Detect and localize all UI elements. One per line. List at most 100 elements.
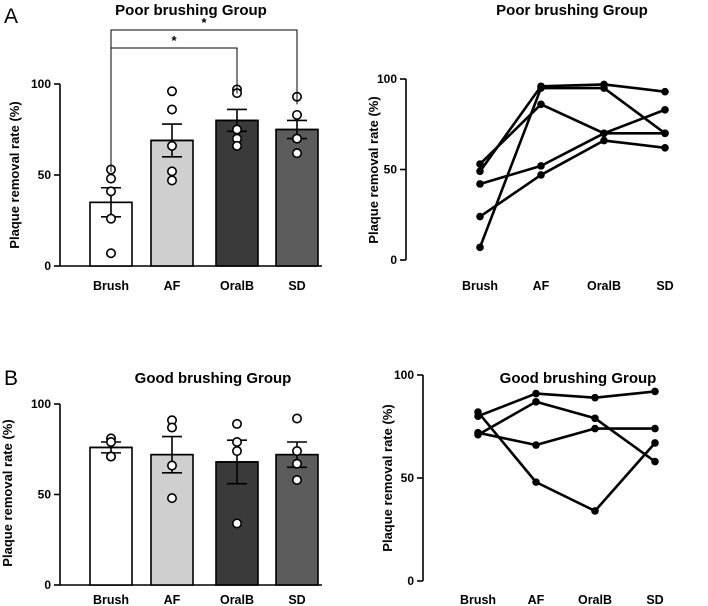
x-tick-label: SD <box>288 279 305 293</box>
y-axis-label: Plaque removal rate (%) <box>380 404 395 551</box>
series-point <box>537 101 545 109</box>
x-tick-label: Brush <box>93 279 129 293</box>
series-point <box>661 144 669 152</box>
series-point <box>600 130 608 138</box>
x-tick-label: OralB <box>220 593 254 606</box>
data-point <box>168 461 176 469</box>
data-point <box>233 420 241 428</box>
y-tick-label: 100 <box>394 368 414 382</box>
significance-bracket <box>111 30 297 172</box>
x-tick-label: OralB <box>587 279 621 293</box>
chart-title: Poor brushing Group <box>115 2 267 19</box>
data-point <box>168 105 176 113</box>
data-point <box>107 214 115 222</box>
series-point <box>661 106 669 114</box>
series-point <box>476 213 484 221</box>
chart-title: Poor brushing Group <box>496 2 648 19</box>
series-point <box>591 425 599 433</box>
bar <box>151 455 193 585</box>
data-point <box>233 142 241 150</box>
y-tick-label: 100 <box>31 77 51 91</box>
data-point <box>293 111 301 119</box>
series-line <box>478 412 655 511</box>
significance-star: * <box>171 33 177 48</box>
x-tick-label: SD <box>646 593 663 606</box>
series-point <box>600 84 608 92</box>
data-point <box>233 438 241 446</box>
series-line <box>478 391 655 416</box>
bar <box>90 447 132 585</box>
series-point <box>532 478 540 486</box>
data-point <box>233 447 241 455</box>
series-line <box>480 141 665 217</box>
series-line <box>480 88 665 247</box>
y-axis-label: Plaque removal rate (%) <box>366 96 381 243</box>
data-point <box>293 476 301 484</box>
x-tick-label: SD <box>288 593 305 606</box>
y-tick-label: 0 <box>390 253 397 267</box>
y-tick-label: 0 <box>44 259 51 273</box>
x-tick-label: AF <box>164 279 181 293</box>
data-point <box>293 460 301 468</box>
data-point <box>107 187 115 195</box>
x-tick-label: OralB <box>578 593 612 606</box>
series-point <box>600 137 608 145</box>
series-point <box>476 168 484 176</box>
y-tick-label: 50 <box>384 163 398 177</box>
chart-a-bar: Poor brushing Group Plaque removal rate (… <box>7 2 322 293</box>
bar <box>276 455 318 585</box>
bar <box>151 140 193 266</box>
series-point <box>537 171 545 179</box>
series-point <box>591 507 599 515</box>
data-point <box>293 447 301 455</box>
series-point <box>476 180 484 188</box>
series-point <box>537 84 545 92</box>
data-point <box>107 438 115 446</box>
y-tick-label: 50 <box>38 488 52 502</box>
series-point <box>661 130 669 138</box>
series-point <box>651 458 659 466</box>
data-point <box>293 149 301 157</box>
chart-b-line: Good brushing Group Plaque removal rate (… <box>380 368 664 606</box>
y-tick-label: 0 <box>407 574 414 588</box>
data-point <box>168 142 176 150</box>
series-point <box>474 412 482 420</box>
data-point <box>107 452 115 460</box>
data-point <box>293 414 301 422</box>
data-point <box>168 176 176 184</box>
panel-label-b: B <box>4 367 18 390</box>
series-point <box>591 414 599 422</box>
data-point <box>107 174 115 182</box>
data-point <box>168 423 176 431</box>
series-point <box>532 441 540 449</box>
x-tick-label: SD <box>656 279 673 293</box>
series-point <box>532 398 540 406</box>
series-point <box>651 388 659 396</box>
y-tick-label: 50 <box>38 168 52 182</box>
x-tick-label: AF <box>533 279 550 293</box>
data-point <box>233 519 241 527</box>
x-tick-label: AF <box>528 593 545 606</box>
x-tick-label: Brush <box>93 593 129 606</box>
series-point <box>661 88 669 96</box>
series-line <box>478 402 655 462</box>
series-point <box>532 390 540 398</box>
data-point <box>168 87 176 95</box>
chart-a-line: Poor brushing Group Plaque removal rate (… <box>366 2 674 293</box>
y-tick-label: 100 <box>31 397 51 411</box>
data-point <box>233 125 241 133</box>
data-point <box>293 134 301 142</box>
x-tick-label: AF <box>164 593 181 606</box>
chart-title: Good brushing Group <box>135 370 292 387</box>
data-point <box>168 167 176 175</box>
series-point <box>537 162 545 170</box>
x-tick-label: Brush <box>460 593 496 606</box>
y-tick-label: 0 <box>44 578 51 592</box>
series-point <box>591 394 599 402</box>
chart-title: Good brushing Group <box>500 370 657 387</box>
series-point <box>651 439 659 447</box>
panel-label-a: A <box>4 5 18 28</box>
x-tick-label: OralB <box>220 279 254 293</box>
series-point <box>474 431 482 439</box>
